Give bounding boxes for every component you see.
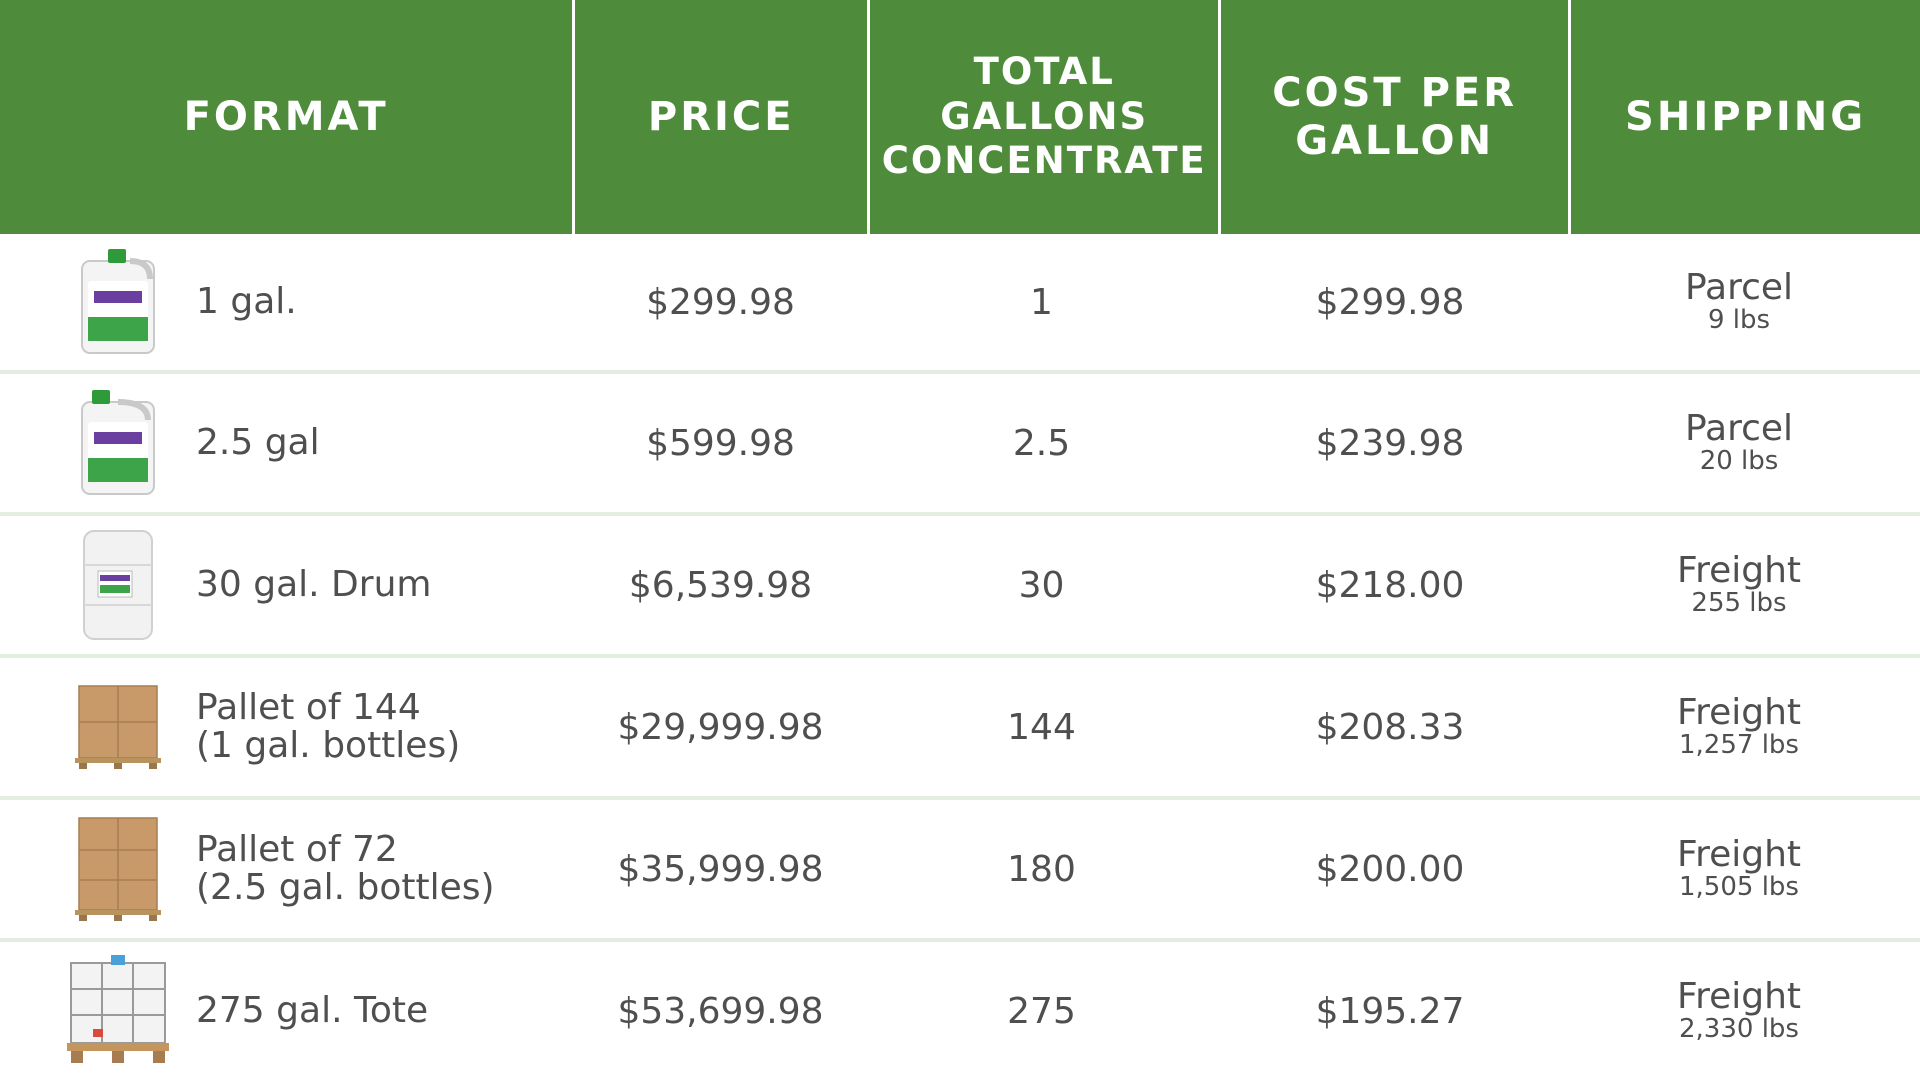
shipping-mode: Freight <box>1676 692 1802 734</box>
shipping-weight: 255 lbs <box>1691 588 1787 619</box>
header-cost-per-gallon: COST PER GALLON <box>1221 0 1569 234</box>
format-cell: Pallet of 144 (1 gal. bottles) <box>0 658 574 796</box>
header-format: FORMAT <box>0 0 573 234</box>
shipping-weight: 1,505 lbs <box>1679 872 1799 903</box>
jug-1gal-icon <box>58 242 178 362</box>
format-label: 30 gal. Drum <box>196 564 432 606</box>
shipping-cell: Parcel 20 lbs <box>1564 374 1914 512</box>
format-cell: 2.5 gal <box>0 374 574 512</box>
gallons-cell: 275 <box>1007 990 1076 1032</box>
drum-icon <box>58 525 178 645</box>
format-label: 2.5 gal <box>196 422 320 464</box>
table-row: Pallet of 144 (1 gal. bottles) $29,999.9… <box>0 658 1920 800</box>
price-cell: $29,999.98 <box>617 706 824 748</box>
format-label: Pallet of 72 (2.5 gal. bottles) <box>196 829 495 908</box>
pallet-72-icon <box>58 809 178 929</box>
gallons-cell: 30 <box>1018 564 1065 606</box>
shipping-cell: Parcel 9 lbs <box>1564 234 1914 370</box>
table-row: 30 gal. Drum $6,539.98 30 $218.00 Freigh… <box>0 516 1920 658</box>
table-header: FORMAT PRICE TOTAL GALLONS CONCENTRATE C… <box>0 0 1920 234</box>
header-format-label: FORMAT <box>183 94 389 140</box>
cost-per-gallon-cell: $200.00 <box>1315 848 1465 890</box>
shipping-weight: 1,257 lbs <box>1679 730 1799 761</box>
format-cell: 1 gal. <box>0 234 574 370</box>
table-row: 275 gal. Tote $53,699.98 275 $195.27 Fre… <box>0 942 1920 1080</box>
cost-per-gallon-cell: $299.98 <box>1315 281 1465 323</box>
gallons-cell: 180 <box>1007 848 1076 890</box>
cost-per-gallon-cell: $218.00 <box>1315 564 1465 606</box>
shipping-weight: 2,330 lbs <box>1679 1014 1799 1045</box>
format-label: 1 gal. <box>196 281 297 323</box>
price-cell: $299.98 <box>646 281 795 323</box>
format-label: 275 gal. Tote <box>196 990 429 1032</box>
shipping-weight: 9 lbs <box>1707 305 1771 336</box>
shipping-cell: Freight 2,330 lbs <box>1564 942 1914 1080</box>
jug-2-5gal-icon <box>58 383 178 503</box>
shipping-mode: Parcel <box>1684 267 1794 309</box>
cost-per-gallon-cell: $195.27 <box>1315 990 1465 1032</box>
gallons-cell: 2.5 <box>1012 422 1071 464</box>
gallons-cell: 144 <box>1007 706 1076 748</box>
table-row: 1 gal. $299.98 1 $299.98 Parcel 9 lbs <box>0 234 1920 374</box>
tote-icon <box>58 951 178 1071</box>
price-cell: $6,539.98 <box>628 564 813 606</box>
format-cell: 275 gal. Tote <box>0 942 574 1080</box>
header-shipping-label: SHIPPING <box>1625 94 1867 140</box>
shipping-mode: Freight <box>1676 976 1802 1018</box>
shipping-weight: 20 lbs <box>1699 446 1779 477</box>
format-label: Pallet of 144 (1 gal. bottles) <box>196 687 461 766</box>
shipping-cell: Freight 255 lbs <box>1564 516 1914 654</box>
header-total-gallons-label: TOTAL GALLONS CONCENTRATE <box>881 50 1207 183</box>
pallet-144-icon <box>58 667 178 787</box>
header-price-label: PRICE <box>647 94 795 140</box>
header-cost-per-gallon-label: COST PER GALLON <box>1272 70 1518 164</box>
header-price: PRICE <box>575 0 868 234</box>
header-shipping: SHIPPING <box>1571 0 1920 234</box>
table-row: Pallet of 72 (2.5 gal. bottles) $35,999.… <box>0 800 1920 942</box>
shipping-mode: Parcel <box>1684 408 1794 450</box>
price-cell: $599.98 <box>646 422 795 464</box>
price-cell: $35,999.98 <box>617 848 824 890</box>
shipping-cell: Freight 1,505 lbs <box>1564 800 1914 938</box>
shipping-cell: Freight 1,257 lbs <box>1564 658 1914 796</box>
table-row: 2.5 gal $599.98 2.5 $239.98 Parcel 20 lb… <box>0 374 1920 516</box>
cost-per-gallon-cell: $208.33 <box>1315 706 1465 748</box>
shipping-mode: Freight <box>1676 550 1802 592</box>
header-total-gallons: TOTAL GALLONS CONCENTRATE <box>870 0 1219 234</box>
price-cell: $53,699.98 <box>617 990 824 1032</box>
shipping-mode: Freight <box>1676 834 1802 876</box>
cost-per-gallon-cell: $239.98 <box>1315 422 1465 464</box>
format-cell: Pallet of 72 (2.5 gal. bottles) <box>0 800 574 938</box>
format-cell: 30 gal. Drum <box>0 516 574 654</box>
gallons-cell: 1 <box>1030 281 1053 323</box>
